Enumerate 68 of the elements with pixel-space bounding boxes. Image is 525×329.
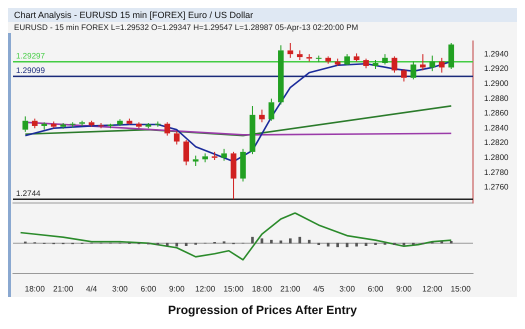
- ref-line-label: 1.2744: [16, 189, 42, 198]
- candlestick: [164, 122, 170, 136]
- x-tick-label: 6:00: [140, 284, 157, 294]
- chart-subtitle: EURUSD - 15 min FOREX L=1.29532 O=1.29347 H=1.29547 L=1.28987 05-Apr-13 02:20:00 PM: [8, 22, 517, 33]
- y-tick-label: 1.2820: [484, 138, 510, 148]
- candlestick: [221, 148, 227, 162]
- candlestick: [296, 50, 303, 61]
- candlestick: [32, 118, 38, 129]
- candlestick: [420, 54, 426, 71]
- x-tick-label: 21:00: [280, 284, 301, 294]
- y-tick-label: 1.2880: [484, 94, 510, 103]
- x-tick-label: 12:00: [195, 284, 216, 294]
- x-tick-label: 18:00: [24, 284, 46, 294]
- y-tick-label: 1.2780: [484, 168, 510, 177]
- candlestick: [230, 151, 236, 200]
- candlestick: [448, 42, 454, 70]
- x-tick-label: 12:00: [422, 284, 443, 294]
- ref-line-label: 1.29099: [16, 66, 46, 76]
- candlestick: [316, 55, 322, 63]
- candlestick: [354, 52, 360, 62]
- candlestick: [372, 60, 378, 70]
- candlestick: [268, 98, 274, 122]
- candlestick: [22, 116, 28, 132]
- text: Progression of Prices After Entry: [167, 303, 358, 317]
- x-tick-label: 4/4: [86, 284, 98, 294]
- candlestick: [174, 130, 180, 145]
- y-tick-label: 1.2800: [484, 153, 510, 162]
- candlestick: [382, 54, 388, 65]
- x-tick-label: 3:00: [112, 284, 128, 294]
- candlestick: [363, 58, 369, 69]
- x-tick-label: 9:00: [396, 284, 412, 294]
- candlestick: [259, 109, 265, 123]
- candlestick: [117, 118, 123, 126]
- candlestick: [306, 54, 312, 62]
- candlestick: [392, 56, 398, 74]
- candlestick: [212, 151, 218, 161]
- y-tick-label: 1.2760: [484, 182, 510, 192]
- x-tick-label: 3:00: [339, 284, 356, 294]
- candlestick: [287, 42, 294, 58]
- candlestick: [278, 44, 284, 105]
- candlestick: [334, 58, 340, 66]
- y-tick-label: 1.2940: [484, 49, 510, 58]
- x-tick-label: 6:00: [368, 284, 384, 294]
- x-tick-label: 4/5: [313, 284, 325, 294]
- candlestick: [183, 140, 190, 166]
- y-tick-label: 1.2840: [484, 123, 510, 132]
- y-tick-label: 1.2900: [484, 78, 510, 88]
- candlestick: [438, 57, 445, 74]
- candlestick: [126, 118, 132, 124]
- candlestick: [88, 120, 94, 128]
- candlestick: [250, 105, 256, 155]
- chart-title: Chart Analysis - EURUSD 15 min [FOREX] Euro / US Dollar: [8, 8, 517, 22]
- candlestick: [79, 120, 85, 126]
- x-tick-label: 15:00: [224, 284, 244, 294]
- candlestick: [240, 148, 246, 182]
- y-tick-label: 1.2920: [484, 64, 510, 74]
- candlestick: [325, 56, 332, 64]
- candlestick: [401, 68, 407, 82]
- candlestick: [344, 54, 350, 64]
- candlestick: [202, 152, 208, 163]
- x-tick-label: 15:00: [450, 284, 472, 294]
- x-tick-label: 18:00: [252, 284, 272, 294]
- candlestick: [429, 55, 436, 72]
- candlestick: [410, 61, 416, 80]
- x-tick-label: 21:00: [53, 284, 74, 294]
- ref-line-label: 1.29297: [16, 51, 46, 60]
- x-tick-label: 9:00: [168, 284, 186, 294]
- y-tick-label: 1.2860: [484, 108, 510, 118]
